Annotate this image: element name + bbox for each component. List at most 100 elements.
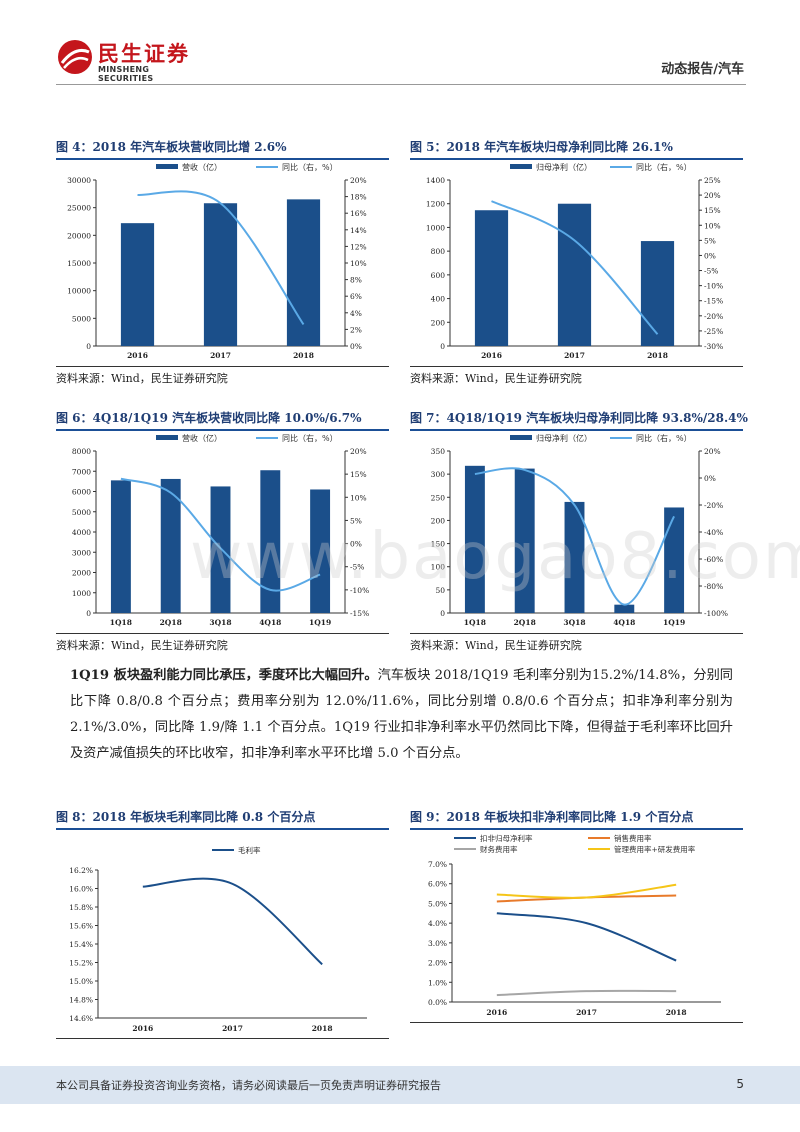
left-tick-label: 50 xyxy=(435,586,445,595)
x-tick-label: 2018 xyxy=(647,351,668,360)
y-tick-label: 0.0% xyxy=(428,998,447,1007)
legend-label: 财务费用率 xyxy=(480,844,518,854)
left-tick-label: 8000 xyxy=(72,447,91,456)
legend-bar-swatch xyxy=(156,164,178,169)
right-tick-label: -15% xyxy=(350,609,369,618)
right-tick-label: 0% xyxy=(704,474,716,483)
y-tick-label: 15.0% xyxy=(69,977,93,986)
figure-4-chart: 营收（亿） 同比（右，%） 30000 25000 20000 15000 10000 500… xyxy=(56,162,389,367)
y-tick-label: 1.0% xyxy=(428,978,447,987)
right-tick-label: 14% xyxy=(350,226,367,235)
left-tick-label: 15000 xyxy=(67,259,91,268)
legend-label: 销售费用率 xyxy=(614,833,652,843)
bar-1Q19 xyxy=(310,489,331,613)
figure-9: 图 9：2018 年板块扣非净利率同比降 1.9 个百分点 7.0% 6.0% 5.… xyxy=(410,808,743,1023)
figure-4: 图 4：2018 年汽车板块营收同比增 2.6% 营收（亿） 同比（右，%） 300… xyxy=(56,138,389,388)
page-header: 民生证券 MINSHENG SECURITIES 动态报告/汽车 xyxy=(0,0,800,84)
left-tick-label: 2000 xyxy=(72,569,91,578)
legend-label: 扣非归母净利率 xyxy=(480,833,533,843)
left-tick-label: 250 xyxy=(431,493,446,502)
watermark: www.baogao8.com xyxy=(190,520,800,594)
bar-1Q18 xyxy=(110,480,131,613)
right-tick-label: 20% xyxy=(704,447,721,456)
right-tick-label: 20% xyxy=(350,176,367,185)
x-tick-label: 1Q18 xyxy=(464,618,486,627)
legend-bar-swatch xyxy=(510,164,532,169)
figure-title: 图 6：4Q18/1Q19 汽车板块营收同比降 10.0%/6.7% xyxy=(56,409,389,431)
x-tick-label: 3Q18 xyxy=(209,618,231,627)
left-tick-label: 1000 xyxy=(426,223,445,232)
left-tick-label: 0 xyxy=(86,342,91,351)
bar-4Q18 xyxy=(614,604,635,613)
right-tick-label: 18% xyxy=(350,193,367,202)
figure-5: 图 5：2018 年汽车板块归母净利同比降 26.1% 归母净利（亿） 同比（右，… xyxy=(410,138,743,388)
logo-mark-icon xyxy=(58,40,92,74)
right-tick-label: 6% xyxy=(350,292,362,301)
legend-bar-label: 营收（亿） xyxy=(182,433,222,443)
right-tick-label: 5% xyxy=(704,236,716,245)
x-tick-label: 1Q19 xyxy=(309,618,331,627)
company-logo: 民生证券 MINSHENG SECURITIES xyxy=(56,38,206,83)
legend-line-label: 同比（右，%） xyxy=(636,433,692,443)
legend-bar-label: 归母净利（亿） xyxy=(536,162,592,172)
left-tick-label: 0 xyxy=(440,609,445,618)
left-tick-label: 600 xyxy=(431,271,446,280)
right-tick-label: 25% xyxy=(704,176,721,185)
left-tick-label: 200 xyxy=(431,516,446,525)
x-tick-label: 2016 xyxy=(486,1008,507,1017)
bar-2017 xyxy=(203,203,238,346)
bar-3Q18 xyxy=(564,501,585,613)
left-tick-label: 400 xyxy=(431,295,446,304)
legend-line-label: 同比（右，%） xyxy=(636,162,692,172)
y-tick-label: 7.0% xyxy=(428,860,447,869)
x-tick-label: 2Q18 xyxy=(514,618,536,627)
left-tick-label: 6000 xyxy=(72,488,91,497)
right-tick-label: -5% xyxy=(704,267,718,276)
figure-8-chart: 16.2% 16.0% 15.8% 15.6% 15.4% 15.2% 15.0% 14.8%… xyxy=(56,845,389,1039)
figure-5-chart: 归母净利（亿） 同比（右，%） 1400 1200 1000 800 600 400 200 0 2… xyxy=(410,162,743,367)
paragraph-body: 汽车板块 2018/1Q19 毛利率分别为15.2%/14.8%，分别同比下降 … xyxy=(70,668,733,761)
right-tick-label: -100% xyxy=(704,609,728,618)
right-tick-label: -80% xyxy=(704,582,723,591)
y-tick-label: 2.0% xyxy=(428,959,447,968)
yoy-line xyxy=(137,190,305,325)
yoy-line xyxy=(120,477,321,592)
y-tick-label: 4.0% xyxy=(428,919,447,928)
logo-english: MINSHENG SECURITIES xyxy=(98,65,154,83)
y-tick-label: 6.0% xyxy=(428,880,447,889)
figure-title: 图 9：2018 年板块扣非净利率同比降 1.9 个百分点 xyxy=(410,808,743,830)
x-tick-label: 2018 xyxy=(666,1008,687,1017)
right-tick-label: -20% xyxy=(704,501,723,510)
x-tick-label: 2017 xyxy=(576,1008,597,1017)
legend-bar-label: 归母净利（亿） xyxy=(536,433,592,443)
footer-disclaimer: 本公司具备证券投资咨询业务资格，请务必阅读最后一页免责声明证券研究报告 xyxy=(56,1079,441,1092)
left-tick-label: 1200 xyxy=(426,200,445,209)
left-tick-label: 10000 xyxy=(67,287,91,296)
x-tick-label: 2017 xyxy=(210,351,231,360)
bar-3Q18 xyxy=(210,486,231,613)
left-tick-label: 25000 xyxy=(67,204,91,213)
left-tick-label: 300 xyxy=(431,470,446,479)
left-tick-label: 0 xyxy=(440,342,445,351)
right-tick-label: 15% xyxy=(350,470,367,479)
left-tick-label: 5000 xyxy=(72,314,91,323)
bar-2Q18 xyxy=(160,478,181,613)
x-tick-label: 2017 xyxy=(222,1024,243,1033)
left-tick-label: 350 xyxy=(431,447,446,456)
right-tick-label: 8% xyxy=(350,276,362,285)
right-tick-label: -20% xyxy=(704,312,723,321)
y-tick-label: 14.8% xyxy=(69,996,93,1005)
y-tick-label: 15.6% xyxy=(69,922,93,931)
right-tick-label: -15% xyxy=(704,297,723,306)
right-tick-label: 20% xyxy=(350,447,367,456)
left-tick-label: 4000 xyxy=(72,528,91,537)
right-tick-label: 4% xyxy=(350,309,362,318)
figure-title: 图 8：2018 年板块毛利率同比降 0.8 个百分点 xyxy=(56,808,389,830)
right-tick-label: -10% xyxy=(350,586,369,595)
bar-4Q18 xyxy=(260,470,281,613)
series-line-0 xyxy=(142,877,323,966)
legend-bar-swatch xyxy=(510,435,532,440)
x-tick-label: 2018 xyxy=(293,351,314,360)
legend-line-label: 同比（右，%） xyxy=(282,162,338,172)
right-tick-label: 10% xyxy=(350,259,367,268)
